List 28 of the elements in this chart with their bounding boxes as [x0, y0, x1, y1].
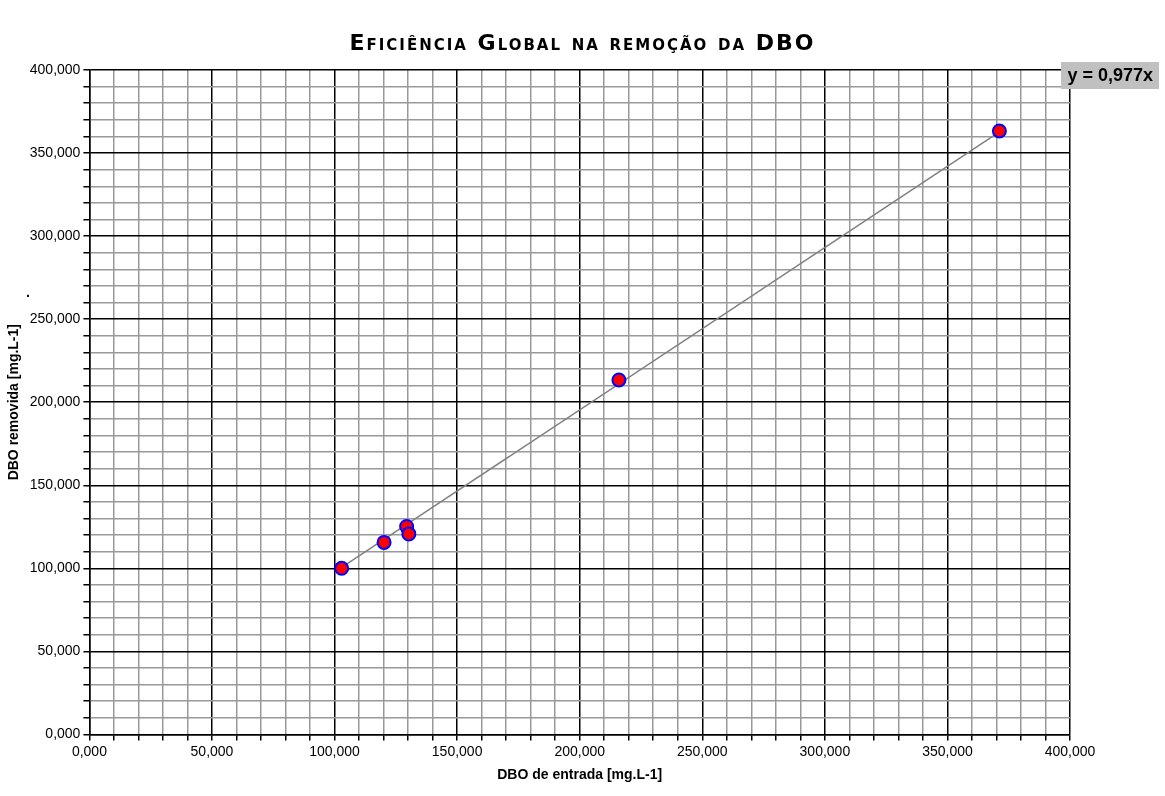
y-tick-label: 300,000	[29, 226, 81, 243]
y-axis-title: DBO removida [mg.L-1]	[5, 324, 22, 481]
y-tick-label: 200,000	[29, 393, 81, 410]
y-tick-label: 250,000	[29, 310, 81, 327]
point	[991, 123, 1007, 139]
x-tick-label: 400,000	[1044, 742, 1096, 759]
x-tick-label: 200,000	[554, 742, 606, 759]
annotation: y = 0,977x	[1061, 62, 1159, 89]
x-tick-label: 150,000	[431, 742, 483, 759]
y-tick-label: 400,000	[29, 60, 81, 77]
x-tick-label: 350,000	[922, 742, 973, 759]
x-tick-label: 300,000	[799, 742, 851, 759]
chart-title: Eficiência Global na remoção da DBO	[348, 30, 817, 55]
point	[334, 560, 350, 576]
text: .	[26, 284, 30, 300]
y-tick-label: 350,000	[29, 143, 81, 160]
x-tick-label: 250,000	[676, 742, 728, 759]
point	[611, 372, 627, 388]
x-tick-label: 0,000	[71, 742, 108, 759]
point	[401, 526, 417, 542]
point	[376, 534, 392, 550]
x-tick-label: 100,000	[309, 742, 361, 759]
y-tick-label: 100,000	[29, 559, 81, 576]
y-tick-label: 50,000	[37, 642, 81, 659]
x-tick-label: 50,000	[190, 742, 234, 759]
x-axis-title: DBO de entrada [mg.L-1]	[497, 766, 663, 783]
y-tick-label: 0,000	[45, 725, 81, 742]
y-tick-label: 150,000	[29, 476, 81, 493]
